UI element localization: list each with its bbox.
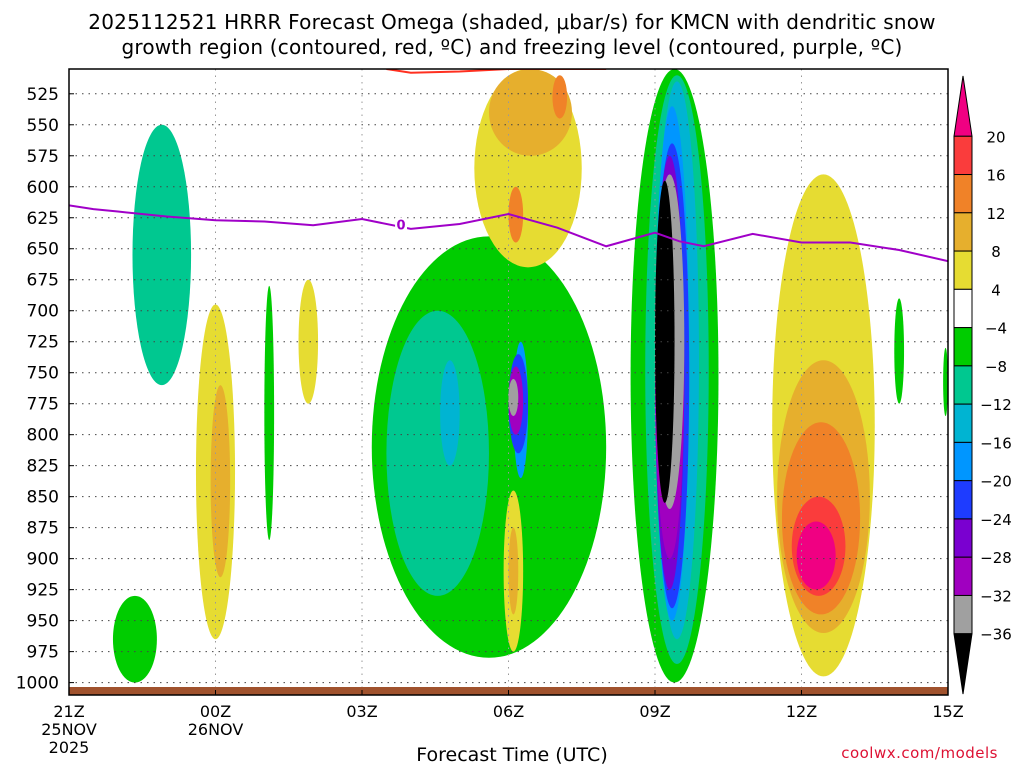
y-tick-label-750: 750 xyxy=(27,364,59,384)
colorbar-segment-green xyxy=(953,327,973,367)
colorbar-label-1: 16 xyxy=(986,167,1005,185)
colorbar-label-2: 12 xyxy=(986,205,1005,223)
colorbar-label-0: 20 xyxy=(986,128,1005,146)
y-tick-label-800: 800 xyxy=(27,426,59,446)
y-tick-label-775: 775 xyxy=(27,395,59,415)
colorbar-label-13: −36 xyxy=(980,626,1012,644)
x-tick-label-09Z: 09Z xyxy=(639,702,670,721)
y-tick-label-525: 525 xyxy=(27,85,59,105)
colorbar-label-12: −32 xyxy=(980,587,1012,605)
y-tick-label-700: 700 xyxy=(27,302,59,322)
omega-region-06z-upper-orange-small xyxy=(552,75,568,119)
x-tick-label-00Z: 00Z xyxy=(200,702,231,721)
y-tick-label-1000: 1000 xyxy=(16,674,59,694)
x-tick-label-03Z: 03Z xyxy=(346,702,377,721)
omega-region-01z-green-sliver xyxy=(264,285,275,541)
colorbar-segment-violet xyxy=(953,518,973,558)
x-tick-label-21Z: 21Z xyxy=(53,702,84,721)
colorbar-segment-cyan xyxy=(953,403,973,443)
colorbar-label-4: 4 xyxy=(991,281,1001,299)
x-tick-label-12Z: 12Z xyxy=(786,702,817,721)
y-tick-label-825: 825 xyxy=(27,457,59,477)
x-tick-label-15Z: 15Z xyxy=(932,702,963,721)
colorbar-segment-teal xyxy=(953,365,973,405)
colorbar-segment-dkblue xyxy=(953,480,973,520)
y-tick-label-625: 625 xyxy=(27,209,59,229)
colorbar-segment-red xyxy=(953,135,973,176)
omega-region-13z-green-sliver xyxy=(894,298,905,404)
omega-region-06z-gray xyxy=(508,378,519,417)
y-axis-labels: 525 550 575 600 625 650 675 700 725 750 775 800 825 8… xyxy=(16,85,74,694)
colorbar-segment-top-arrow xyxy=(953,75,973,137)
colorbar-segment-purple xyxy=(953,556,973,596)
omega-region-post00z-gold xyxy=(210,385,231,578)
y-tick-label-650: 650 xyxy=(27,240,59,260)
omega-region-02z-yellow-sliver xyxy=(298,279,319,404)
colorbar-label-8: −16 xyxy=(980,434,1012,452)
omega-region-04z-cyan xyxy=(440,360,460,466)
omega-region-early-teal-core xyxy=(132,124,192,386)
colorbar-label-5: −4 xyxy=(985,320,1007,338)
colorbar-segment-blue xyxy=(953,441,973,482)
contours: 0 xyxy=(69,69,948,263)
omega-region-09z-black xyxy=(655,180,675,503)
colorbar-label-7: −12 xyxy=(980,396,1012,414)
freezing-level-label: 0 xyxy=(397,219,406,234)
y-tick-label-925: 925 xyxy=(27,581,59,601)
omega-region-early-green-band xyxy=(112,595,157,683)
colorbar-segment-gold xyxy=(953,212,973,252)
y-tick-label-675: 675 xyxy=(27,271,59,291)
x-tick-sublabel-00Z: 26NOV xyxy=(188,720,244,739)
x-axis-title: Forecast Time (UTC) xyxy=(416,744,608,766)
colorbar-segment-white xyxy=(953,288,973,329)
colorbar-segment-bottom-arrow xyxy=(953,633,973,695)
x-tick-label-06Z: 06Z xyxy=(493,702,524,721)
freezing-level-label-bg xyxy=(395,217,408,232)
y-tick-label-575: 575 xyxy=(27,147,59,167)
colorbar-label-11: −28 xyxy=(980,549,1012,567)
omega-region-06z-orange xyxy=(508,186,524,243)
y-tick-label-975: 975 xyxy=(27,643,59,663)
colorbar-segment-orange xyxy=(953,174,973,214)
chart-title-line-2: growth region (contoured, red, ºC) and f… xyxy=(121,35,903,59)
omega-region-04z-teal xyxy=(386,310,489,596)
dendritic-growth-contour xyxy=(386,69,607,74)
chart-title-line-1: 2025112521 HRRR Forecast Omega (shaded, … xyxy=(88,10,936,34)
omega-region-15z-green-edge xyxy=(943,347,948,417)
colorbar-label-10: −24 xyxy=(980,511,1012,529)
omega-region-05z-gold-narrow xyxy=(508,527,519,615)
x-tick-sublabel-21Z: 25NOV xyxy=(41,720,97,739)
colorbar-label-3: 8 xyxy=(991,243,1001,261)
colorbar-segment-gray xyxy=(953,594,973,635)
omega-region-12z-magenta xyxy=(796,521,836,590)
y-tick-label-875: 875 xyxy=(27,519,59,539)
y-tick-label-950: 950 xyxy=(27,612,59,632)
y-tick-label-600: 600 xyxy=(27,178,59,198)
y-tick-label-850: 850 xyxy=(27,488,59,508)
freezing-level-contour xyxy=(69,204,948,263)
y-tick-label-725: 725 xyxy=(27,333,59,353)
y-tick-label-550: 550 xyxy=(27,116,59,136)
omega-region-06z-upper-gold xyxy=(488,69,572,156)
colorbar-segment-yellow xyxy=(953,250,973,290)
y-tick-label-900: 900 xyxy=(27,550,59,570)
credit-link[interactable]: coolwx.com/models xyxy=(841,744,998,762)
omega-shading xyxy=(112,69,948,683)
colorbar-label-9: −20 xyxy=(980,473,1012,491)
colorbar: 20 16 12 8 4 −4 −8 −12 −16 −20 −24 −28 −32 −36 xyxy=(953,75,1012,695)
grid xyxy=(69,69,948,695)
colorbar-label-6: −8 xyxy=(985,358,1007,376)
x-tick-year-21Z: 2025 xyxy=(49,738,90,757)
